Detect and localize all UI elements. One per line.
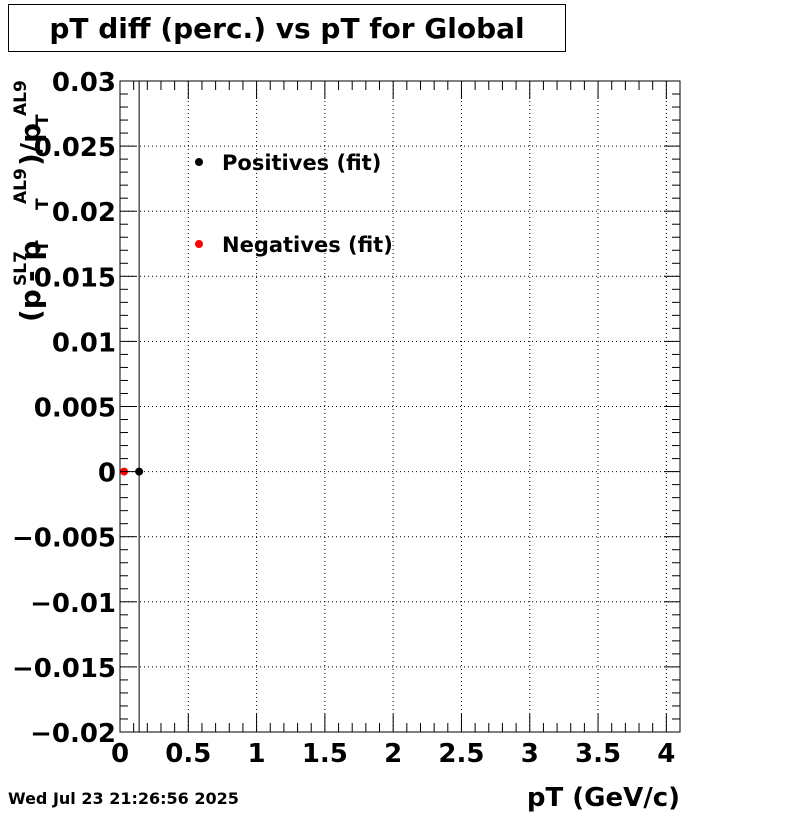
x-tick-label: 3.5	[575, 739, 621, 769]
y-label-part: )/p	[14, 123, 47, 166]
y-tick-label: 0.025	[34, 133, 116, 163]
y-label-part: T	[33, 198, 53, 210]
y-tick-label: 0.005	[34, 394, 116, 424]
timestamp: Wed Jul 23 21:26:56 2025	[8, 789, 239, 808]
x-tick-label: 0	[111, 739, 129, 769]
y-tick-label: 0.03	[52, 68, 116, 98]
y-tick-label: 0.02	[52, 198, 116, 228]
legend-marker	[195, 240, 203, 248]
tick-labels: 0 0.5 1 1.5 2 2.5 3 3.5 4 −0.02 −0.015 −0.01 −0.005 0…	[12, 68, 675, 769]
legend-label: Negatives (fit)	[222, 233, 393, 257]
y-tick-label: 0	[98, 459, 116, 489]
y-label-part: T	[33, 114, 53, 126]
x-tick-label: 3	[521, 739, 539, 769]
legend: Positives (fit) Negatives (fit)	[195, 151, 393, 257]
x-tick-label: 0.5	[165, 739, 211, 769]
x-tick-label: 2.5	[438, 739, 484, 769]
y-label-part: T	[33, 240, 53, 252]
y-label-part: SL7	[11, 251, 31, 286]
x-tick-label: 2	[384, 739, 402, 769]
y-tick-label: −0.015	[12, 654, 116, 684]
y-label-part: - p	[14, 241, 47, 282]
y-tick-label: 0.01	[52, 328, 116, 358]
data-point	[135, 467, 144, 476]
x-tick-label: 4	[657, 739, 675, 769]
y-tick-label: −0.005	[12, 524, 116, 554]
y-tick-label: −0.01	[30, 589, 116, 619]
y-label-part: (p	[14, 289, 47, 322]
y-tick-label: −0.02	[30, 719, 116, 749]
x-tick-label: 1	[248, 739, 266, 769]
chart-title: pT diff (perc.) vs pT for Global	[8, 4, 566, 52]
legend-marker	[195, 158, 203, 166]
y-label-part: AL9	[11, 168, 31, 204]
y-tick-label: 0.015	[34, 263, 116, 293]
grid-lines	[120, 81, 680, 732]
legend-label: Positives (fit)	[222, 151, 381, 175]
x-axis-label: pT (GeV/c)	[527, 783, 680, 813]
y-label-part: AL9	[11, 80, 31, 116]
x-tick-label: 1.5	[302, 739, 348, 769]
axis-ticks	[119, 80, 680, 733]
